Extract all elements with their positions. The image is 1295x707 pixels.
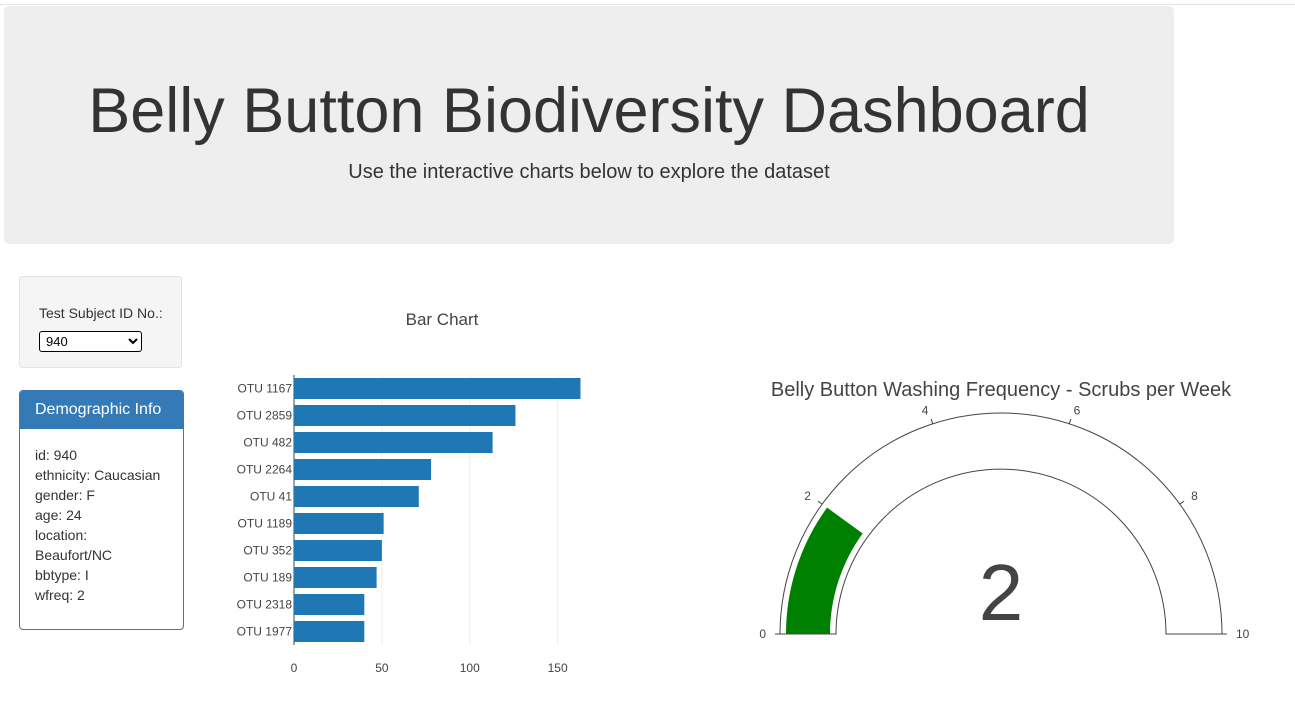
- gauge-tick: [817, 500, 823, 505]
- bar-otu-1167[interactable]: [294, 378, 581, 399]
- demo-line: Beaufort/NC: [35, 547, 113, 563]
- bar-otu-189[interactable]: [294, 567, 377, 588]
- demo-line: ethnicity: Caucasian: [35, 467, 161, 483]
- top-border: [0, 4, 1295, 5]
- bar-y-tick-label: OTU 2318: [237, 598, 293, 612]
- bar-y-tick-label: OTU 2264: [237, 463, 293, 477]
- bar-otu-2318[interactable]: [294, 594, 365, 615]
- bar-otu-2264[interactable]: [294, 459, 432, 480]
- bar-y-tick-label: OTU 189: [243, 571, 292, 585]
- bar-y-tick-label: OTU 2859: [237, 409, 293, 423]
- gauge-value-number: 2: [979, 548, 1024, 637]
- gauge-track: [779, 412, 1223, 635]
- bar-y-tick-label: OTU 1977: [237, 625, 293, 639]
- bar-otu-1977[interactable]: [294, 621, 365, 642]
- page-title: Belly Button Biodiversity Dashboard: [88, 76, 1090, 146]
- gauge-tick-label: 0: [759, 627, 766, 641]
- demo-line: location:: [35, 527, 88, 543]
- demo-line: gender: F: [35, 487, 95, 503]
- bar-x-tick-label: 50: [375, 661, 389, 675]
- bar-otu-352[interactable]: [294, 540, 382, 561]
- bar-x-tick-label: 0: [291, 661, 298, 675]
- gauge-tick: [1068, 418, 1072, 424]
- demo-line: bbtype: I: [35, 567, 89, 583]
- bar-y-tick-label: OTU 41: [250, 490, 292, 504]
- bar-x-tick-label: 100: [460, 661, 480, 675]
- gauge-tick-label: 10: [1236, 627, 1250, 641]
- subject-id-dropdown[interactable]: 940: [39, 331, 142, 352]
- bar-otu-2859[interactable]: [294, 405, 516, 426]
- gauge-tick-label: 8: [1191, 489, 1198, 503]
- bar-y-tick-label: OTU 1167: [238, 382, 293, 396]
- bar-x-tick-label: 150: [548, 661, 568, 675]
- subject-selector-panel: Test Subject ID No.: 940: [19, 276, 182, 368]
- header-banner: Belly Button Biodiversity Dashboard Use …: [4, 6, 1174, 244]
- demographic-info-title: Demographic Info: [20, 391, 183, 429]
- gauge-tick: [1179, 500, 1185, 505]
- demo-line: id: 940: [35, 447, 78, 463]
- bar-chart-title: Bar Chart: [406, 310, 479, 329]
- subject-selector-label: Test Subject ID No.:: [39, 305, 163, 321]
- bar-otu-1189[interactable]: [294, 513, 384, 534]
- demo-line: age: 24: [35, 507, 82, 523]
- bar-chart[interactable]: Bar Chart OTU 1167 OTU 2859 OTU 482 OTU 226…: [200, 295, 620, 675]
- gauge-value-bar: [786, 507, 863, 634]
- gauge-tick-label: 6: [1074, 404, 1081, 418]
- bar-y-tick-label: OTU 1189: [238, 517, 293, 531]
- bar-otu-482[interactable]: [294, 432, 493, 453]
- gauge-tick-label: 4: [922, 404, 929, 418]
- gauge-tick: [930, 418, 934, 424]
- demo-line: wfreq: 2: [35, 587, 85, 603]
- bar-y-tick-label: OTU 482: [243, 436, 292, 450]
- page-subtitle: Use the interactive charts below to expl…: [348, 161, 830, 183]
- bar-y-tick-label: OTU 352: [243, 544, 292, 558]
- gauge-chart[interactable]: Belly Button Washing Frequency - Scrubs …: [720, 370, 1290, 660]
- gauge-title: Belly Button Washing Frequency - Scrubs …: [771, 379, 1232, 401]
- demographic-info-panel: Demographic Info id: 940 ethnicity: Cauc…: [19, 390, 184, 630]
- demographic-info-body: id: 940 ethnicity: Caucasian gender: F a…: [20, 429, 183, 605]
- bar-otu-41[interactable]: [294, 486, 419, 507]
- gauge-tick-label: 2: [804, 489, 811, 503]
